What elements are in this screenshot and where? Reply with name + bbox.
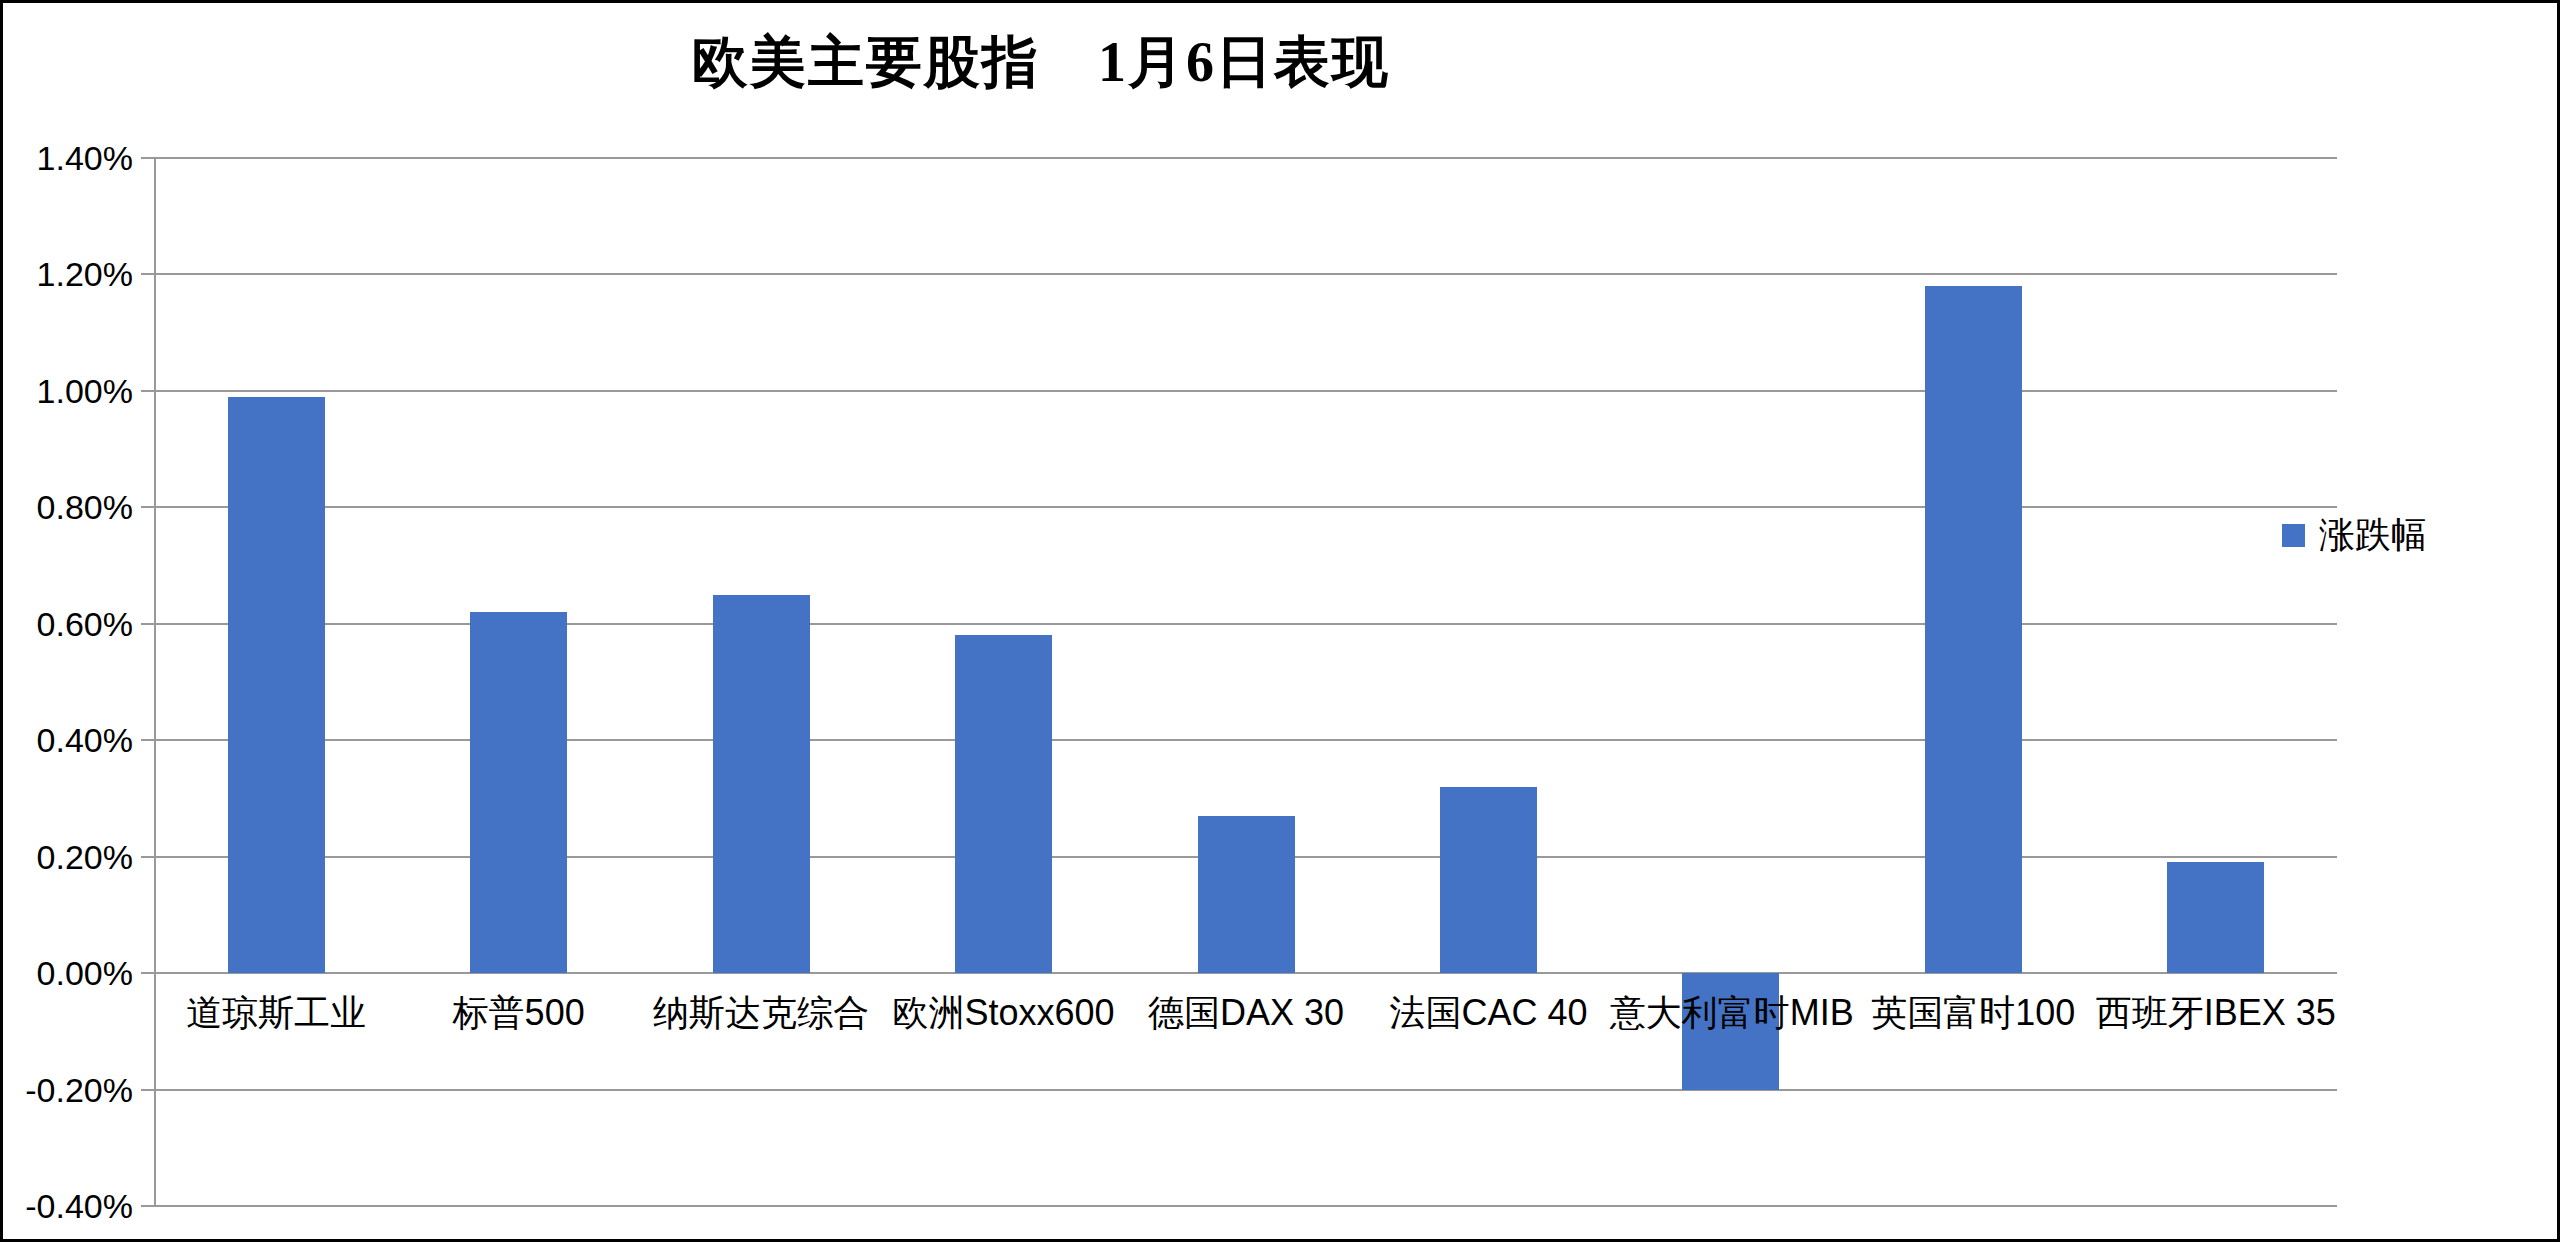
bar: [2167, 862, 2264, 973]
legend-label: 涨跌幅: [2319, 517, 2427, 553]
x-axis-category-label: 标普500: [397, 987, 639, 1039]
y-gridline: [141, 1205, 2337, 1207]
bar: [1440, 787, 1537, 973]
y-axis-tick-label: 0.20%: [3, 833, 133, 881]
x-axis-category-label: 欧洲Stoxx600: [882, 987, 1124, 1039]
legend-color-swatch: [2282, 524, 2305, 547]
y-axis-tick-label: -0.40%: [3, 1182, 133, 1230]
x-axis-category-label: 德国DAX 30: [1125, 987, 1367, 1039]
bar: [1925, 286, 2022, 973]
bar: [1198, 816, 1295, 973]
y-axis-tick-label: 0.60%: [3, 600, 133, 648]
x-axis-category-label: 道琼斯工业: [155, 987, 397, 1039]
bar: [228, 397, 325, 973]
x-axis-category-label: 西班牙IBEX 35: [2095, 987, 2337, 1039]
y-axis-tick-label: 1.40%: [3, 134, 133, 182]
y-axis-tick-label: 1.00%: [3, 367, 133, 415]
x-axis-category-label: 意大利富时MIB: [1610, 987, 1852, 1039]
x-axis-category-label: 纳斯达克综合: [640, 987, 882, 1039]
y-axis-tick-label: -0.20%: [3, 1066, 133, 1114]
chart-canvas: 欧美主要股指 1月6日表现 1.40% 1.20% 1.00% 0.80% 0.60% 0…: [0, 0, 2560, 1242]
legend: 涨跌幅: [2282, 517, 2427, 553]
x-axis-category-label: 法国CAC 40: [1367, 987, 1609, 1039]
y-axis-tick-label: 0.80%: [3, 483, 133, 531]
chart-title: 欧美主要股指 1月6日表现: [3, 25, 2079, 101]
y-axis-line: [154, 158, 156, 1206]
y-axis-tick-label: 0.00%: [3, 949, 133, 997]
y-gridline: [141, 1089, 2337, 1091]
y-gridline: [141, 157, 2337, 159]
bar: [955, 635, 1052, 973]
y-axis-tick-label: 1.20%: [3, 250, 133, 298]
bar: [470, 612, 567, 973]
y-axis-tick-label: 0.40%: [3, 716, 133, 764]
y-gridline: [141, 273, 2337, 275]
x-axis-category-label: 英国富时100: [1852, 987, 2094, 1039]
bar: [713, 595, 810, 973]
